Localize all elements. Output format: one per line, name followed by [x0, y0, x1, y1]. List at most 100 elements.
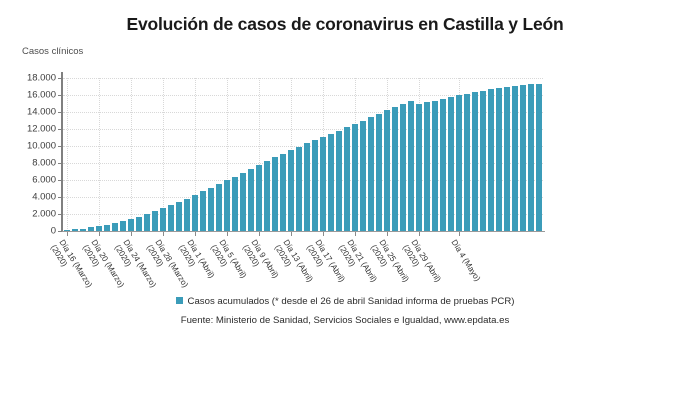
bar[interactable]	[471, 92, 479, 231]
x-tick-mark	[99, 232, 100, 236]
bar[interactable]	[159, 208, 167, 231]
bar[interactable]	[175, 202, 183, 231]
y-axis-title: Casos clínicos	[22, 46, 84, 57]
bar[interactable]	[351, 123, 359, 231]
y-axis-ticks: 18.000 16.000 14.000 12.000 10.000 8.000 6.000…	[10, 73, 56, 237]
y-tick-label: 6.000	[32, 174, 56, 186]
bar[interactable]	[527, 84, 535, 231]
bar[interactable]	[415, 103, 423, 231]
bar[interactable]	[295, 146, 303, 231]
bar[interactable]	[167, 205, 175, 231]
bar[interactable]	[535, 83, 543, 231]
bar[interactable]	[119, 220, 127, 231]
bar[interactable]	[247, 168, 255, 231]
bar[interactable]	[231, 176, 239, 231]
bar[interactable]	[303, 143, 311, 231]
y-tick-label: 0	[50, 225, 56, 237]
legend-swatch-icon	[175, 297, 183, 304]
y-tick-label: 2.000	[32, 208, 56, 220]
x-tick-mark	[195, 232, 196, 236]
bar[interactable]	[359, 120, 367, 231]
bar[interactable]	[367, 117, 375, 231]
bar[interactable]	[255, 165, 263, 231]
x-tick-label-line1: Día 4 (Mayo)	[449, 238, 483, 283]
bar[interactable]	[495, 88, 503, 231]
bar[interactable]	[223, 180, 231, 231]
bar[interactable]	[287, 150, 295, 231]
bar[interactable]	[183, 198, 191, 231]
x-tick-mark	[459, 232, 460, 236]
y-tick-mark	[58, 214, 62, 215]
y-tick-mark	[58, 146, 62, 147]
bar[interactable]	[423, 102, 431, 231]
x-tick-mark	[387, 232, 388, 236]
gridline-vertical	[163, 78, 164, 231]
bar[interactable]	[199, 191, 207, 231]
bar[interactable]	[127, 218, 135, 231]
bar[interactable]	[375, 113, 383, 231]
y-tick-mark	[58, 129, 62, 130]
x-tick-mark	[131, 232, 132, 236]
bar[interactable]	[87, 227, 95, 231]
y-tick-mark	[58, 78, 62, 79]
bar[interactable]	[335, 130, 343, 231]
bar[interactable]	[407, 101, 415, 231]
y-tick-mark	[58, 112, 62, 113]
bar[interactable]	[399, 103, 407, 231]
y-tick-label: 10.000	[26, 140, 56, 152]
bar[interactable]	[327, 134, 335, 231]
bar[interactable]	[487, 89, 495, 231]
bar[interactable]	[479, 90, 487, 231]
gridline-horizontal	[63, 214, 543, 215]
bar[interactable]	[463, 93, 471, 231]
x-tick-label: Día 5 (Abril) (2020)	[209, 238, 248, 285]
bar[interactable]	[439, 98, 447, 231]
x-tick-label: Día 4 (Mayo)	[449, 238, 482, 283]
x-axis-line	[61, 231, 545, 232]
bar[interactable]	[431, 100, 439, 231]
bar[interactable]	[215, 184, 223, 231]
bar[interactable]	[151, 211, 159, 231]
bar[interactable]	[383, 110, 391, 231]
bar[interactable]	[343, 127, 351, 231]
chart-legend: Casos acumulados (* desde el 26 de abril…	[0, 296, 690, 307]
bar[interactable]	[103, 224, 111, 231]
bar[interactable]	[271, 157, 279, 231]
bar[interactable]	[63, 230, 71, 231]
x-tick-mark	[163, 232, 164, 236]
x-tick-mark	[323, 232, 324, 236]
x-tick-mark	[419, 232, 420, 236]
y-tick-mark	[58, 231, 62, 232]
gridline-horizontal	[63, 146, 543, 147]
gridline-vertical	[227, 78, 228, 231]
bar[interactable]	[391, 106, 399, 231]
gridline-horizontal	[63, 78, 543, 79]
y-tick-mark	[58, 163, 62, 164]
bar[interactable]	[455, 95, 463, 231]
gridline-vertical	[67, 78, 68, 231]
bar[interactable]	[143, 214, 151, 231]
bar[interactable]	[207, 188, 215, 231]
bar[interactable]	[71, 229, 79, 231]
bar[interactable]	[503, 86, 511, 231]
bar[interactable]	[79, 228, 87, 231]
bar[interactable]	[279, 153, 287, 231]
bar[interactable]	[311, 140, 319, 231]
bar[interactable]	[519, 85, 527, 231]
bar[interactable]	[511, 86, 519, 231]
bar[interactable]	[135, 216, 143, 231]
x-tick-mark	[355, 232, 356, 236]
gridline-horizontal	[63, 180, 543, 181]
bar[interactable]	[111, 222, 119, 231]
x-tick-label: Día 9 (Abril) (2020)	[241, 238, 280, 285]
bar[interactable]	[263, 161, 271, 231]
bar[interactable]	[447, 97, 455, 231]
gridline-horizontal	[63, 163, 543, 164]
bar[interactable]	[319, 137, 327, 231]
bar[interactable]	[95, 226, 103, 231]
bar[interactable]	[191, 194, 199, 231]
gridline-vertical	[131, 78, 132, 231]
x-tick-mark	[259, 232, 260, 236]
bar[interactable]	[239, 172, 247, 231]
